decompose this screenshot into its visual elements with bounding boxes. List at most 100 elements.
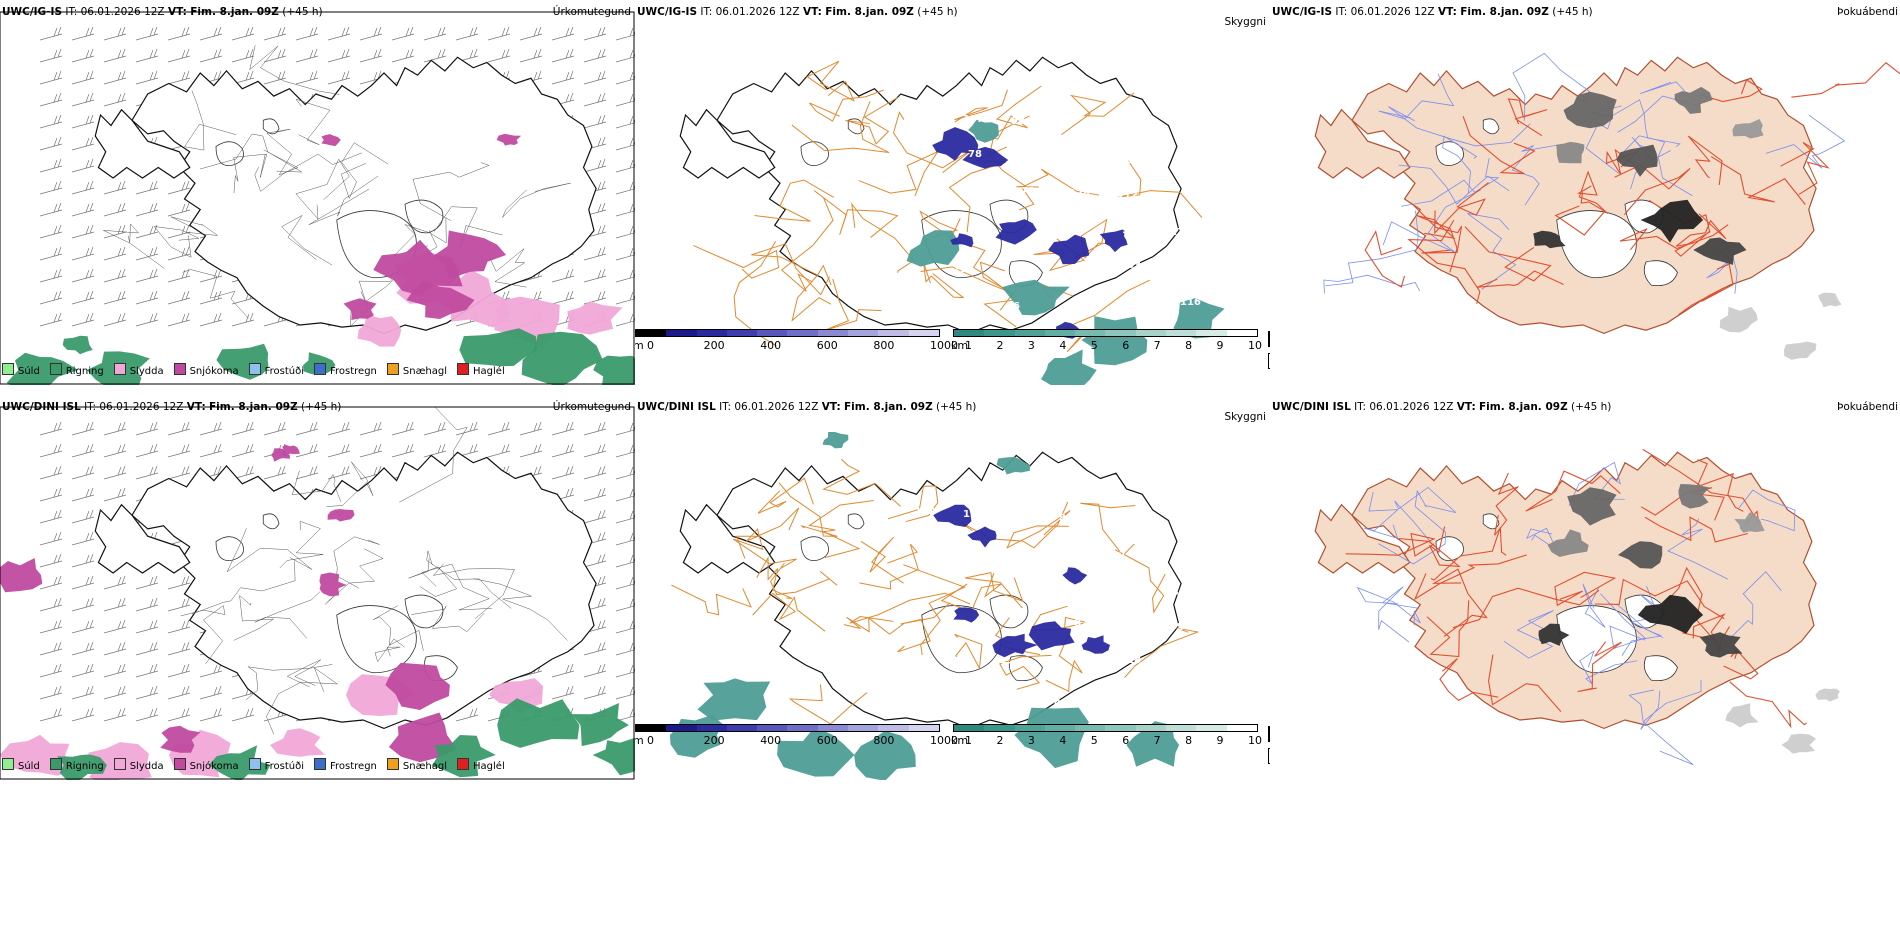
wind-barb [71,553,95,568]
road-line [266,667,339,735]
road-line [434,206,503,249]
wind-barb [39,48,63,63]
legend-item: Frostúði [248,758,304,772]
glacier-outline [262,513,280,530]
colorbar-segment [1014,330,1045,336]
visibility-value: 111 [1175,657,1196,668]
road-line [1526,527,1558,551]
road-line [958,240,1020,328]
road-line [295,98,331,145]
wind-barb [71,597,95,612]
wind-barb [551,443,575,458]
valid-time: Fim. 8.jan. 09Z [1460,6,1549,18]
fog-legend-swatch [1268,353,1270,369]
fog-area [1699,632,1743,658]
road-line [1494,472,1519,536]
fog-area [1533,230,1566,249]
wind-barb [167,597,191,612]
visibility-value: 113 [1122,620,1143,631]
visibility-header: UWC/DINI ISL IT: 06.01.2026 12Z VT: Fim.… [637,401,976,413]
road-line [233,153,268,194]
coastline [716,56,1182,335]
wind-barb [615,620,635,634]
colorbar-segment [726,725,758,731]
wind-barb [327,443,351,458]
wind-barb [231,421,255,436]
colorbar-tick: 5 [1090,339,1098,352]
wind-barb [103,202,127,217]
wind-barb [135,312,159,327]
fog-area [1617,541,1663,569]
road-line [1117,160,1203,218]
wind-barb [103,421,127,436]
road-line [1731,571,1782,637]
road-line [964,572,1024,609]
wind-barb [71,48,95,63]
colorbar-tick: 2 [996,734,1004,747]
glacier-outline [215,536,244,561]
wind-barb [519,48,543,63]
road-line [1738,489,1796,532]
low-visibility-area [822,432,849,449]
visibility-value: 123 [963,509,984,520]
wind-barb [135,48,159,63]
road-line [340,142,389,200]
low-visibility-area [777,726,855,777]
wind-barb [423,48,447,63]
wind-barb [103,663,127,678]
colorbar-segment [1166,330,1197,336]
colorbar-tick: 400 [760,734,782,747]
visibility-value: 214 [953,264,974,275]
colorbar-unit: km [951,339,969,352]
wind-barb [551,48,575,63]
colorbar-segment [1196,725,1227,731]
wind-barb [583,290,607,305]
road-line [752,592,826,632]
init-time: 06.01.2026 12Z [734,401,819,413]
road-line [411,605,485,633]
wind-barb [231,48,255,63]
glacier-outline [800,536,829,561]
road-line [281,215,333,266]
wind-barb [103,290,127,305]
snow-area [373,239,463,296]
very-low-visibility-area [962,146,1009,169]
legend-swatch [49,363,62,375]
wind-barb [103,26,127,41]
glacier-outline [215,141,244,166]
wind-barb [615,444,635,458]
colorbar-segment [1075,330,1106,336]
westfjords-coastline [679,503,776,574]
road-line [182,269,249,319]
road-line [858,150,940,197]
wind-barb [103,575,127,590]
road-line [1398,164,1510,205]
road-line [791,101,890,154]
legend-item: Rigning [49,758,104,772]
sleet-area [357,314,402,347]
colorbar-segment [954,330,985,336]
glacier-outline [1482,118,1500,135]
wind-barb [263,70,287,85]
init-time: 06.01.2026 12Z [1369,401,1454,413]
road-line [308,175,379,225]
westfjords-coastline [1314,503,1411,574]
wind-barb [71,290,95,305]
wind-barb [103,487,127,502]
wind-barb [167,202,191,217]
precip-header: UWC/IG-IS IT: 06.01.2026 12Z VT: Fim. 8.… [2,6,323,18]
visibility-value: 93 [958,299,972,310]
wind-barb [583,685,607,700]
road-line [1431,568,1488,637]
wind-barb [359,421,383,436]
precip-type-title: Úrkomutegund [552,6,631,18]
wind-barb [167,641,191,656]
wind-barb [135,641,159,656]
colorbar-tick: 0 [647,339,654,352]
legend-swatch [457,758,470,770]
road-line [1434,182,1489,235]
fog-title: Þokuábendi [1837,6,1898,18]
glacier-outline [404,594,444,629]
wind-barb [583,70,607,85]
legend-item: Haglél [457,363,505,377]
